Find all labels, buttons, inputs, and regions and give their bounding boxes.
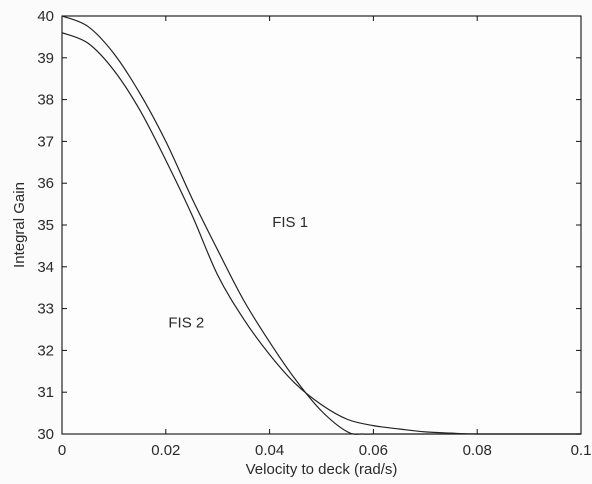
y-tick-label: 37: [37, 133, 54, 150]
series-line-2: [61, 32, 581, 435]
x-tick-label: 0: [58, 442, 66, 459]
y-tick-label: 38: [37, 92, 54, 109]
series-line-1: [61, 15, 581, 435]
y-tick-label: 35: [37, 217, 54, 234]
x-tick-label: 0.06: [359, 442, 388, 459]
tick-layer: 0 0.02 0.04 0.06 0.08 0.1 30 31 32 33 34 35 36 37 38 39…: [37, 8, 591, 459]
y-tick-label: 33: [37, 301, 54, 318]
y-tick-label: 30: [37, 426, 54, 443]
y-tick-label: 31: [37, 384, 54, 401]
annotation-label: FIS 1: [272, 214, 308, 231]
annotation-label: FIS 2: [168, 314, 204, 331]
x-axis-label: Velocity to deck (rad/s): [246, 461, 398, 478]
plot-area: [61, 15, 582, 435]
y-tick-label: 39: [37, 50, 54, 67]
series-layer: [61, 15, 581, 435]
x-tick-label: 0.04: [255, 442, 284, 459]
label-layer: FIS 1 FIS 2 Velocity to deck (rad/s) Integr…: [11, 182, 397, 478]
plot-frame: [61, 15, 582, 435]
x-tick-label: 0.1: [571, 442, 592, 459]
y-tick-label: 34: [37, 259, 54, 276]
y-tick-label: 32: [37, 342, 54, 359]
y-axis-label: Integral Gain: [11, 182, 28, 268]
x-tick-label: 0.02: [151, 442, 180, 459]
x-tick-label: 0.08: [463, 442, 492, 459]
y-tick-label: 40: [37, 8, 54, 25]
y-tick-label: 36: [37, 175, 54, 192]
